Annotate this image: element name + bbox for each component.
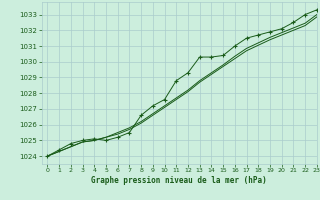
X-axis label: Graphe pression niveau de la mer (hPa): Graphe pression niveau de la mer (hPa) <box>91 176 267 185</box>
